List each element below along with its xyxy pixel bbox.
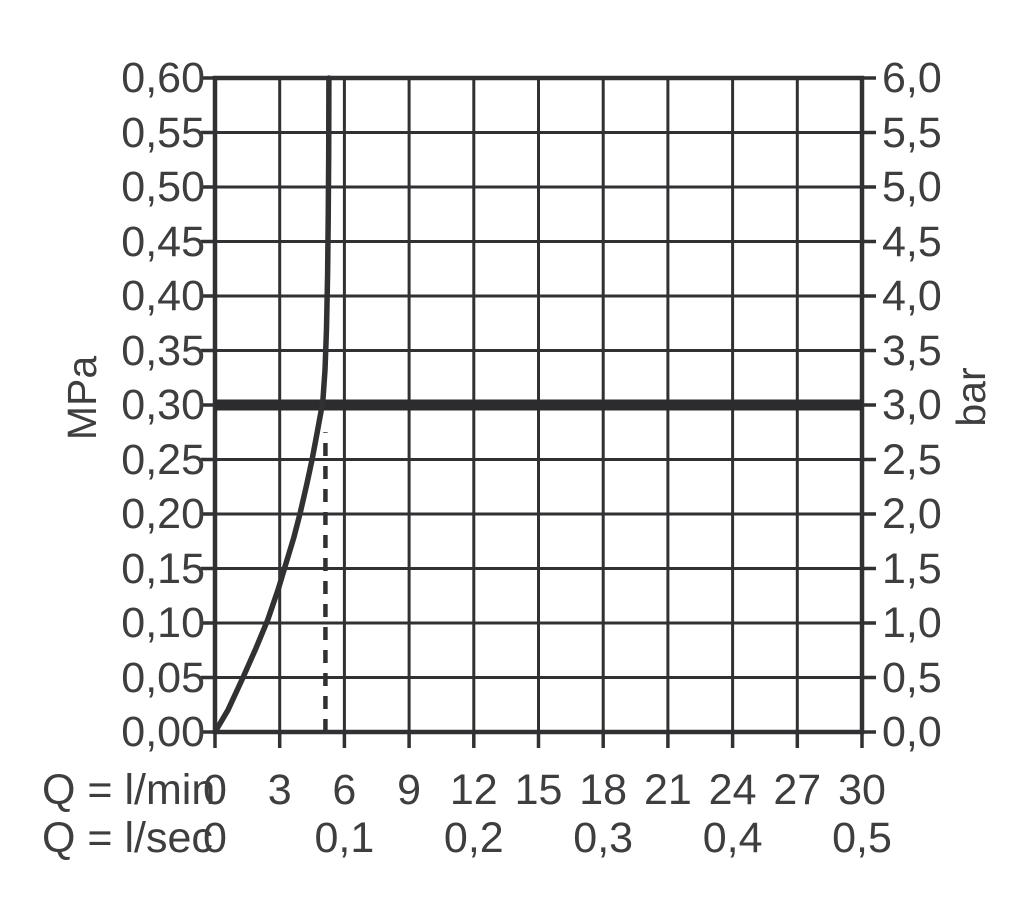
pressure-flow-curve [212,75,332,735]
left-axis-tick-label: 0,55 [121,108,205,157]
left-axis-tick-label: 0,00 [121,708,205,756]
x-axis-lsec-row-label: Q = l/sec [42,814,213,862]
right-axis-tick-label: 1,0 [882,599,942,647]
left-axis-tick-label: 0,15 [121,544,205,593]
right-axis-tick-label: 4,5 [882,217,942,266]
right-axis-tick-label: 1,5 [882,544,942,593]
right-axis-unit-label: bar [948,367,994,427]
right-axis-tick-label: 2,0 [882,490,942,538]
x-axis-lmin-tick-label: 12 [449,766,498,814]
right-axis-tick-label: 5,5 [882,108,942,157]
x-axis-lsec-tick-label: 0 [203,814,227,862]
left-axis-tick-label: 0,25 [121,435,205,484]
left-axis-tick-label: 0,50 [121,163,205,211]
x-axis-lmin-tick-label: 21 [643,766,692,814]
left-axis-tick-label: 0,60 [121,54,205,102]
x-axis-lmin-tick-label: 24 [708,766,757,814]
right-axis-tick-label: 6,0 [882,54,942,102]
right-axis-tick-label: 5,0 [882,163,942,211]
x-axis-lmin-row-label: Q = l/min [42,766,216,814]
left-axis-tick-label: 0,20 [121,490,205,538]
x-axis-lsec-tick-label: 0,4 [702,814,763,862]
left-axis-tick-label: 0,10 [121,599,205,647]
left-axis-tick-label: 0,30 [121,381,205,429]
x-axis-lmin-tick-label: 15 [514,766,563,814]
x-axis-lsec-tick-label: 0,5 [832,814,892,862]
right-axis-tick-label: 0,5 [882,653,942,702]
right-axis-tick-label: 3,5 [882,326,942,375]
right-axis-tick-label: 4,0 [882,272,942,320]
left-axis-tick-label: 0,40 [121,272,205,320]
x-axis-lmin-tick-label: 9 [397,766,422,814]
x-axis-lmin-tick-label: 30 [838,766,886,814]
right-axis-tick-label: 0,0 [882,708,942,756]
left-axis-tick-label: 0,45 [121,217,205,266]
left-axis-tick-label: 0,35 [121,326,205,375]
left-axis-tick-label: 0,05 [121,653,205,702]
x-axis-lsec-tick-label: 0,3 [573,814,634,862]
x-axis-lsec-tick-label: 0,2 [443,814,504,862]
x-axis-lmin-tick-label: 18 [579,766,628,814]
x-axis-lmin-tick-label: 6 [332,766,357,814]
right-axis-tick-label: 2,5 [882,435,942,484]
x-axis-lmin-tick-label: 3 [267,766,292,814]
x-axis-lmin-tick-label: 0 [203,766,227,814]
right-axis-tick-label: 3,0 [882,381,942,429]
x-axis-lsec-tick-label: 0,1 [314,814,375,862]
x-axis-lmin-tick-label: 27 [773,766,822,814]
